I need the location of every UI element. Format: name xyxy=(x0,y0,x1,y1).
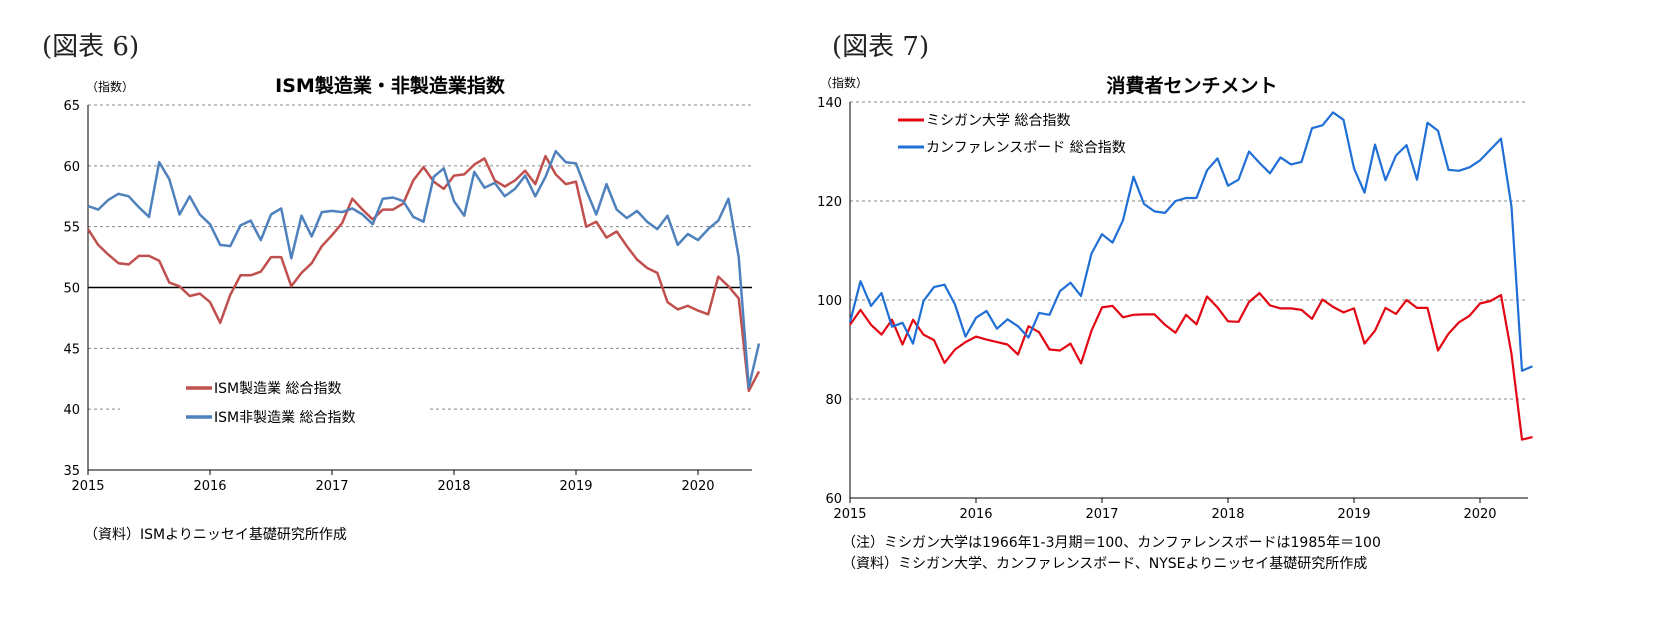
x-tick-label: 2019 xyxy=(1337,507,1370,522)
chart2-ylabel: （指数） xyxy=(820,75,868,90)
chart1-legend-label-manufacturing: ISM製造業 総合指数 xyxy=(214,381,342,397)
series-line-0 xyxy=(86,154,761,393)
series-line-0 xyxy=(849,292,1533,441)
chart1-y-tick-labels: 35 40 45 50 55 60 65 xyxy=(63,99,80,479)
chart2-legend-label-michigan: ミシガン大学 総合指数 xyxy=(926,113,1070,129)
chart2-grid xyxy=(850,101,1528,400)
chart2-axes xyxy=(849,102,1528,503)
chart2-legend: ミシガン大学 総合指数 カンファレンスボード 総合指数 xyxy=(898,113,1126,156)
x-tick-label: 2015 xyxy=(71,479,104,494)
chart2-y-tick-labels: 60 80 100 120 140 xyxy=(817,96,842,507)
x-tick-label: 2019 xyxy=(559,479,592,494)
chart1-series xyxy=(86,149,761,393)
x-tick-label: 2018 xyxy=(437,479,470,494)
chart1-grid xyxy=(88,104,752,410)
x-tick-label: 2020 xyxy=(1463,507,1496,522)
x-tick-label: 2015 xyxy=(833,507,866,522)
y-tick-label: 50 xyxy=(63,282,80,297)
chart2-legend-label-conference-board: カンファレンスボード 総合指数 xyxy=(926,140,1126,156)
chart2-x-tick-labels: 2015 2016 2017 2018 2019 2020 xyxy=(833,507,1496,522)
chart1-legend-label-nonmanufacturing: ISM非製造業 総合指数 xyxy=(214,410,356,426)
y-tick-label: 55 xyxy=(63,221,80,236)
y-tick-label: 40 xyxy=(63,403,80,418)
chart1-legend-bg xyxy=(120,365,430,443)
figure-7-label: (図表 7) xyxy=(832,32,930,62)
y-tick-label: 45 xyxy=(63,342,80,357)
x-tick-label: 2016 xyxy=(959,507,992,522)
y-tick-label: 120 xyxy=(817,195,842,210)
y-tick-label: 140 xyxy=(817,96,842,111)
chart2-series xyxy=(848,111,1533,441)
chart1-legend: ISM製造業 総合指数 ISM非製造業 総合指数 xyxy=(120,365,430,443)
series-line-1 xyxy=(848,111,1533,372)
x-tick-label: 2017 xyxy=(1085,507,1118,522)
fig7-footnote: （注）ミシガン大学は1966年1-3月期＝100、カンファレンスボードは1985… xyxy=(842,535,1381,551)
chart1-title: ISM製造業・非製造業指数 xyxy=(275,74,506,97)
fig7-source-note: （資料）ミシガン大学、カンファレンスボード、NYSEよりニッセイ基礎研究所作成 xyxy=(842,556,1368,572)
y-tick-label: 65 xyxy=(63,99,80,114)
chart1-x-tick-labels: 2015 2016 2017 2018 2019 2020 xyxy=(71,479,714,494)
chart1-ylabel: （指数） xyxy=(86,79,134,94)
y-tick-label: 60 xyxy=(63,160,80,175)
chart1-axes xyxy=(87,105,752,475)
fig6-source-note: （資料）ISMよりニッセイ基礎研究所作成 xyxy=(84,527,347,543)
chart2-title: 消費者センチメント xyxy=(1106,74,1277,97)
x-tick-label: 2018 xyxy=(1211,507,1244,522)
y-tick-label: 60 xyxy=(825,492,842,507)
y-tick-label: 80 xyxy=(825,393,842,408)
series-line-1 xyxy=(87,149,761,389)
figure-6-label: (図表 6) xyxy=(42,32,140,62)
x-tick-label: 2016 xyxy=(193,479,226,494)
y-tick-label: 35 xyxy=(63,464,80,479)
y-tick-label: 100 xyxy=(817,294,842,309)
x-tick-label: 2020 xyxy=(681,479,714,494)
x-tick-label: 2017 xyxy=(315,479,348,494)
